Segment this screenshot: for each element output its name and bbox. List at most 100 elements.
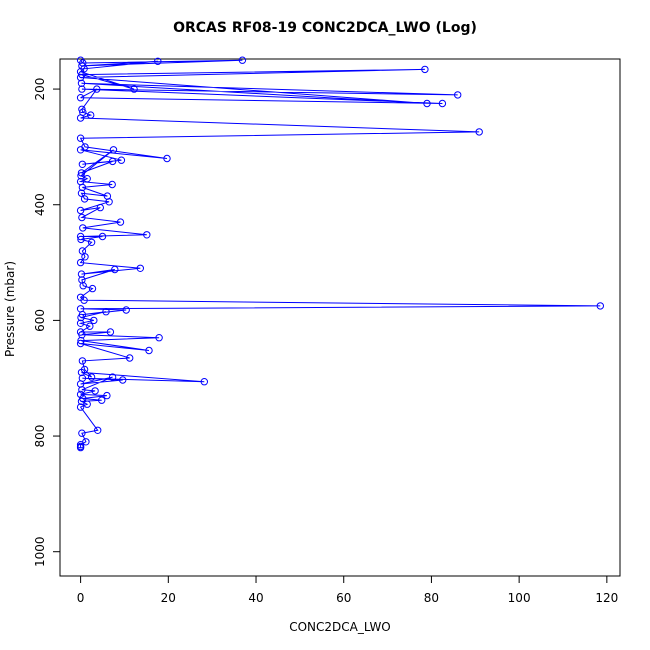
data-point — [106, 328, 115, 336]
data-point — [454, 91, 462, 99]
data-point — [76, 339, 85, 348]
data-point — [154, 57, 162, 65]
x-tick-label: 120 — [595, 591, 618, 605]
data-point — [155, 334, 163, 342]
y-tick-label: 600 — [33, 309, 47, 332]
data-point — [76, 443, 85, 452]
data-point — [119, 376, 127, 384]
data-point — [93, 85, 101, 93]
data-point — [108, 373, 117, 381]
data-point — [79, 282, 87, 290]
data-point — [77, 79, 86, 88]
data-point — [126, 354, 134, 362]
data-point — [76, 258, 85, 267]
data-point — [90, 316, 98, 325]
x-tick-label: 0 — [77, 591, 85, 605]
data-point — [78, 331, 86, 339]
data-point — [78, 160, 87, 169]
data-point — [77, 189, 86, 197]
data-point — [77, 172, 85, 180]
data-point — [87, 111, 95, 119]
data-point — [108, 180, 116, 189]
data-point — [238, 56, 247, 64]
data-point — [83, 400, 91, 408]
data-point — [122, 306, 130, 314]
data-point — [77, 313, 85, 322]
data-point — [81, 253, 89, 261]
data-point — [76, 390, 85, 399]
data-point — [79, 224, 87, 232]
data-point — [78, 429, 86, 437]
data-point — [77, 169, 86, 177]
data-point — [76, 114, 85, 122]
data-point — [87, 373, 96, 381]
data-point — [475, 128, 483, 136]
data-point — [103, 391, 111, 400]
y-tick-label: 800 — [33, 425, 47, 448]
data-point — [78, 85, 86, 93]
data-point — [102, 308, 110, 316]
data-point — [421, 65, 429, 74]
data-point — [136, 264, 145, 272]
data-point — [80, 296, 88, 304]
data-point — [76, 232, 85, 241]
data-point — [77, 397, 86, 406]
x-tick-label: 40 — [248, 591, 263, 605]
data-point — [77, 368, 86, 377]
data-point — [109, 146, 118, 154]
plot-frame — [59, 58, 621, 577]
data-point — [80, 195, 89, 203]
data-point — [117, 156, 126, 164]
data-point — [108, 157, 117, 166]
chart-title: ORCAS RF08-19 CONC2DCA_LWO (Log) — [173, 20, 477, 36]
data-point — [76, 146, 85, 154]
x-tick-label: 60 — [336, 591, 351, 605]
x-tick-label: 100 — [508, 591, 531, 605]
y-tick-label: 400 — [33, 193, 47, 216]
data-point — [98, 232, 107, 241]
data-point — [77, 270, 86, 278]
data-point — [438, 99, 447, 108]
data-point — [163, 154, 171, 163]
data-point — [76, 319, 85, 327]
data-point — [78, 213, 86, 222]
data-point — [76, 206, 85, 215]
data-point — [98, 396, 106, 404]
data-point — [200, 378, 209, 386]
y-tick-label: 1000 — [33, 536, 47, 567]
data-point — [76, 94, 85, 102]
data-point — [83, 175, 91, 183]
data-point — [105, 198, 113, 206]
data-point — [78, 386, 86, 394]
y-axis: 200 400 600 800 1000 — [33, 78, 61, 567]
data-point — [145, 346, 153, 355]
data-point — [77, 336, 85, 345]
x-axis-label: CONC2DCA_LWO — [289, 620, 391, 634]
data-point — [96, 203, 105, 212]
data-point — [87, 238, 96, 247]
data-point — [423, 99, 431, 108]
y-tick-label: 200 — [33, 78, 47, 101]
data-point — [91, 387, 99, 395]
data-point — [111, 265, 119, 274]
data-point — [143, 231, 151, 239]
series-line — [78, 59, 601, 448]
data-point — [130, 85, 138, 93]
data-point — [94, 426, 102, 434]
data-point — [78, 357, 87, 365]
x-tick-label: 20 — [161, 591, 176, 605]
data-point — [86, 322, 94, 330]
data-point — [76, 403, 85, 411]
data-point — [76, 73, 85, 82]
data-point — [116, 218, 125, 226]
data-point — [78, 105, 86, 114]
x-tick-label: 80 — [424, 591, 439, 605]
data-point — [88, 284, 97, 293]
x-axis: 0 20 40 60 80 100 120 — [77, 575, 618, 605]
data-point — [77, 235, 85, 244]
data-series — [76, 56, 604, 452]
data-point — [78, 183, 87, 192]
data-point — [76, 134, 85, 142]
data-point — [596, 302, 604, 310]
